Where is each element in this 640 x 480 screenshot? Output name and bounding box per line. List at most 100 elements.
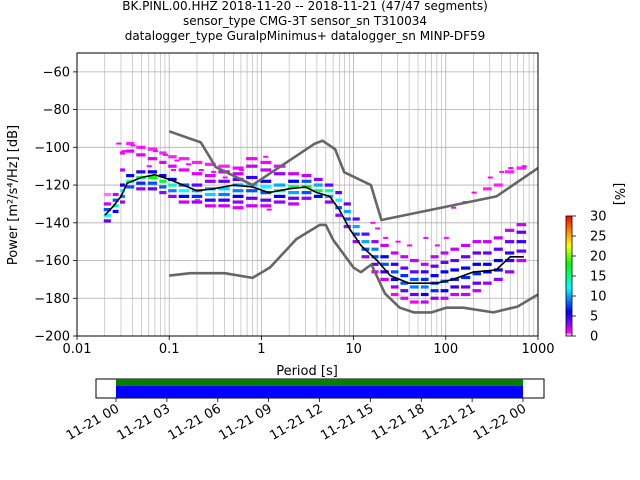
density-cell [136,187,146,191]
density-cell [260,204,272,208]
density-cell [159,191,167,195]
density-cell [516,230,527,234]
density-cell [521,165,527,168]
density-cell [390,292,399,297]
density-cell [410,292,419,297]
density-cell [178,157,190,161]
density-cell [390,262,399,266]
x-tick-label: 1 [257,342,265,357]
density-cell [260,160,272,165]
density-cell [194,199,200,202]
density-cell [335,191,343,195]
density-cell [147,170,157,174]
density-cell [410,285,419,289]
x-tick-label: 0.1 [159,342,180,357]
density-cell [260,168,272,172]
density-cell [400,266,409,270]
density-cell [410,270,419,274]
density-cell [126,174,135,178]
density-cell [450,258,459,263]
colorbar-tick-label: 5 [590,310,598,325]
density-cell [390,285,399,289]
title-line-3: datalogger_type GuralpMinimus+ datalogge… [125,29,486,43]
colorbar-tick-label: 25 [590,230,607,245]
coverage-bar-data [116,386,523,398]
density-cell [260,198,272,202]
density-cell [147,147,157,151]
density-cell [162,153,168,156]
density-cell [136,170,146,174]
density-cell [440,270,449,274]
density-cell [400,289,409,293]
x-axis-label: Period [s] [276,364,338,379]
density-cell [218,204,230,208]
density-cell [483,262,492,266]
density-cell [301,191,312,195]
density-cell [147,175,157,180]
density-cell [361,255,370,259]
density-cell [211,204,217,207]
density-cell [204,204,216,208]
density-cell [493,277,503,281]
density-cell [301,174,312,178]
density-cell [407,244,413,247]
timeline-tick-label: 11-21 09 [217,401,275,443]
density-cell [186,163,192,166]
density-cell [136,181,146,185]
density-cell [126,149,135,153]
colorbar-tick-label: 20 [590,250,607,265]
plot-background [77,53,538,336]
density-cell [516,240,527,244]
title-line-1: BK.PINL.00.HHZ 2018-11-20 -- 2018-11-21 … [122,0,488,13]
density-cell [103,213,111,217]
density-cell [204,162,216,166]
density-cell [472,289,481,293]
density-cell [380,262,389,266]
density-cell [390,270,399,274]
title: BK.PINL.00.HHZ 2018-11-20 -- 2018-11-21 … [122,0,488,43]
density-cell [136,153,146,157]
density-cell [420,292,429,297]
density-cell [371,240,379,244]
series-mean-line [104,173,524,285]
density-cell [178,168,190,172]
density-cell [246,196,258,200]
density-cell [246,189,258,193]
density-cell [204,198,216,202]
density-cell [174,159,180,162]
density-cell [159,174,167,178]
density-cell [191,200,203,204]
curves [104,130,538,314]
density-cell [472,272,481,276]
density-cell [493,268,503,272]
density-cell [218,164,230,168]
density-cell [232,194,244,198]
density-cell [146,165,152,168]
density-cell [232,189,244,193]
density-cell [112,192,119,197]
density-cell [301,196,312,200]
colorbar-tick-label: 30 [590,210,607,225]
density-cell [390,277,399,281]
timeline-tick-label: 11-21 18 [369,401,427,443]
series-nlnm-line [169,223,538,314]
density-cell [505,240,515,244]
density-cell [112,204,119,208]
density-cell [211,170,217,173]
density-cell [505,251,515,255]
coverage-bar-used [116,379,523,386]
density-cell [400,255,409,259]
density-cell [313,177,323,182]
density-cell [420,277,429,281]
density-cell [493,236,503,240]
density-cell [112,198,119,202]
density-cell [380,243,389,248]
density-cell [119,194,125,198]
density-cell [352,240,360,244]
density-cell [472,281,481,285]
density-cell [191,194,203,198]
density-cell [343,217,351,221]
density-cell [324,183,334,187]
density-cell [191,160,203,165]
density-cell [516,166,527,170]
